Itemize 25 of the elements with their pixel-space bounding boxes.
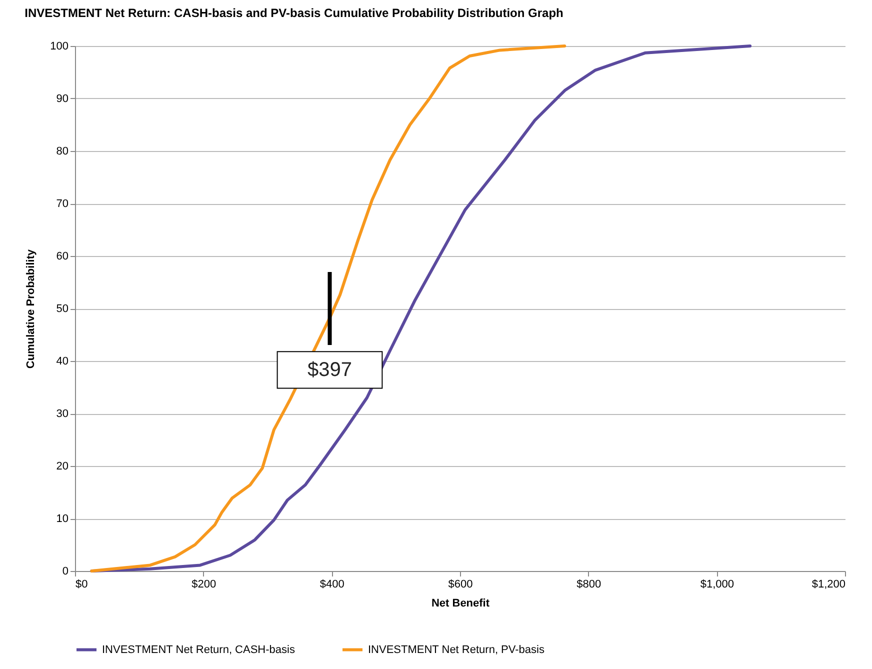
y-tick-label: 50 [56,303,68,315]
x-tick-label: $400 [320,578,344,590]
line-series [90,44,566,572]
y-tick-label: 20 [56,460,68,472]
x-tick-label: $1,000 [700,578,734,590]
legend-label: INVESTMENT Net Return, CASH-basis [102,644,296,656]
x-tick-label: $1,200 [812,578,846,590]
legend-label: INVESTMENT Net Return, PV-basis [368,644,545,656]
y-tick-label: 40 [56,356,68,368]
y-tick-label: 10 [56,513,68,525]
annotation: $397 [307,358,352,381]
y-tick-label: 0 [62,566,68,578]
x-tick-label: $600 [448,578,473,590]
chart-title: INVESTMENT Net Return: CASH-basis and PV-basis Cumulative Probability Distribution Graph [24,6,564,20]
y-tick-label: 90 [56,93,68,105]
x-axis-title: Net Benefit [431,598,490,610]
x-tick-label: $200 [192,578,216,590]
y-tick-label: 30 [56,408,68,420]
x-tick-label: $800 [576,578,602,590]
y-tick-label: 100 [50,40,68,52]
y-tick-label: 70 [56,198,68,210]
y-tick-label: 60 [56,250,68,262]
y-axis-title: Cumulative Probability [25,248,38,369]
x-tick-label: $0 [76,578,88,590]
y-tick-label: 80 [56,146,68,158]
